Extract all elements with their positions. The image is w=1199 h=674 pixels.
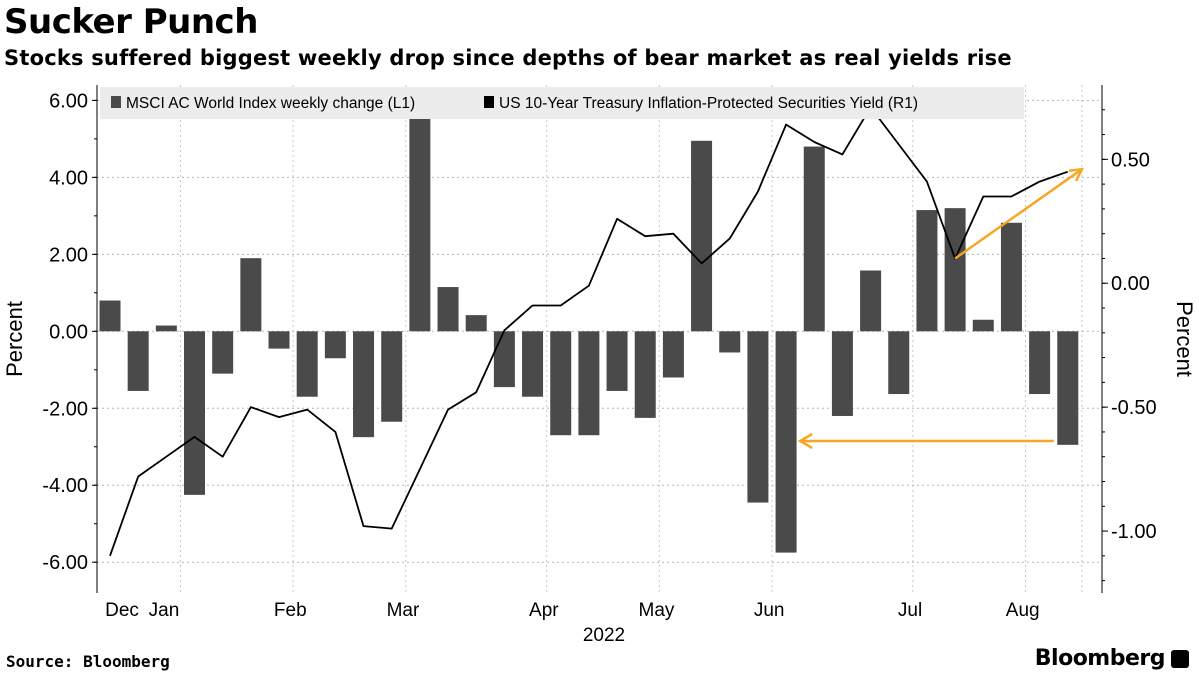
bar-week-11: [409, 111, 431, 332]
x-month-label-jun: Jun: [754, 600, 785, 621]
bar-week-21: [691, 140, 713, 332]
bloomberg-terminal-icon: [1171, 650, 1189, 668]
bar-week-13: [465, 315, 487, 332]
left-axis-label: Percent: [2, 301, 27, 377]
right-axis-label: Percent: [1172, 301, 1197, 377]
right-tick-label: 0.00: [1111, 273, 1150, 295]
x-year-label: 2022: [583, 625, 625, 646]
bar-week-2: [155, 325, 177, 332]
bar-week-32: [1000, 222, 1022, 332]
legend-label-tips: US 10-Year Treasury Inflation-Protected …: [499, 95, 918, 112]
bar-week-33: [1029, 331, 1051, 395]
legend-label-msci: MSCI AC World Index weekly change (L1): [126, 95, 415, 112]
x-month-label-jul: Jul: [898, 600, 922, 621]
chart-subtitle: Stocks suffered biggest weekly drop sinc…: [4, 46, 1012, 70]
bar-week-14: [493, 331, 515, 388]
right-tick-label: 0.50: [1111, 149, 1150, 171]
bar-week-6: [268, 331, 290, 349]
bar-week-27: [860, 270, 882, 332]
line-series: [109, 106, 1069, 557]
left-tick-label: 0.00: [49, 321, 88, 343]
bar-series: [99, 111, 1079, 553]
bar-week-1: [127, 331, 149, 391]
axes: 6.00 4.00 2.00 0.00 -2.00 -4.00 -6.00 Percent 0.…: [2, 85, 1197, 646]
x-month-label-apr: Apr: [529, 600, 559, 621]
x-month-label-jan: Jan: [149, 600, 180, 621]
bar-week-25: [803, 146, 825, 332]
legend: MSCI AC World Index weekly change (L1) US…: [100, 87, 1024, 119]
x-month-label-dec: Dec: [105, 600, 139, 621]
annotation-arrow-up: [954, 168, 1083, 260]
left-tick-label: 6.00: [49, 90, 88, 112]
legend-swatch-tips: [484, 96, 494, 108]
x-month-label-may: May: [639, 600, 675, 621]
bar-week-12: [437, 287, 459, 332]
bar-week-31: [972, 319, 994, 332]
source-note: Source: Bloomberg: [6, 652, 170, 671]
x-month-label-feb: Feb: [274, 600, 307, 621]
bar-week-19: [634, 331, 656, 418]
bar-week-10: [381, 331, 403, 422]
x-month-label-mar: Mar: [387, 600, 420, 621]
annotations: [797, 167, 1084, 450]
bar-week-30: [944, 208, 966, 332]
x-month-label-aug: Aug: [1006, 600, 1040, 621]
bar-week-26: [831, 331, 853, 416]
left-tick-label: -2.00: [42, 398, 88, 420]
annotation-arrowhead-up: [1068, 167, 1084, 182]
bar-week-29: [916, 210, 938, 332]
bar-week-24: [775, 331, 797, 553]
bar-week-3: [184, 331, 206, 495]
bar-week-17: [578, 331, 600, 436]
bar-week-9: [353, 331, 375, 438]
annotation-arrowhead-left: [797, 432, 813, 450]
bloomberg-logo: Bloomberg: [1034, 646, 1166, 671]
bar-week-18: [606, 331, 628, 391]
right-tick-label: -1.00: [1111, 521, 1157, 543]
bar-week-34: [1057, 331, 1079, 445]
legend-swatch-msci: [111, 96, 121, 108]
bar-week-4: [212, 331, 234, 374]
left-tick-label: -6.00: [42, 552, 88, 574]
legend-background: [100, 87, 1024, 119]
bar-week-7: [296, 331, 318, 397]
chart-title: Sucker Punch: [4, 2, 258, 42]
bar-week-20: [662, 331, 684, 378]
left-tick-label: -4.00: [42, 475, 88, 497]
bar-week-8: [324, 331, 346, 359]
left-tick-label: 4.00: [49, 167, 88, 189]
bar-week-15: [522, 331, 544, 397]
left-tick-label: 2.00: [49, 244, 88, 266]
bar-week-23: [747, 331, 769, 503]
bar-week-22: [719, 331, 741, 353]
gridlines: [97, 85, 1102, 593]
bar-week-0: [99, 300, 121, 332]
bar-week-28: [888, 331, 910, 395]
right-tick-label: -0.50: [1111, 397, 1157, 419]
tips-yield-line: [109, 106, 1069, 557]
bar-week-16: [550, 331, 572, 436]
bar-week-5: [240, 258, 262, 332]
